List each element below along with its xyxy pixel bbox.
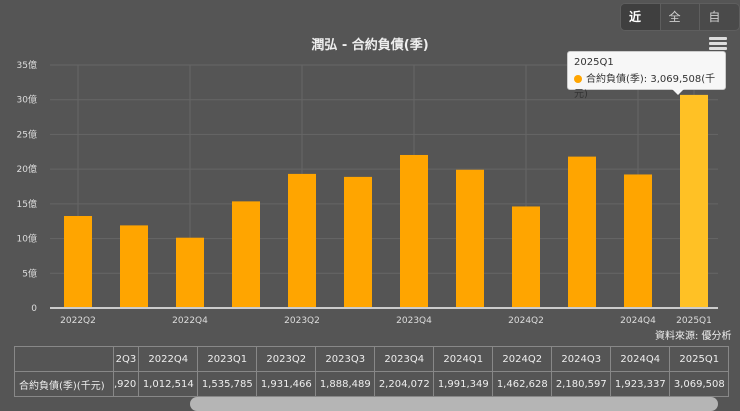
x-tick-label: 2024Q2 (508, 316, 544, 326)
bar-2023Q3 (344, 176, 372, 308)
column-header: 2024Q2 (492, 346, 553, 372)
table-cell: 3,069,508 (669, 371, 730, 397)
range-recent-button[interactable]: 近期 (621, 4, 660, 30)
table-cell: 1,012,514 (138, 371, 199, 397)
table-cell: 1,931,466 (256, 371, 317, 397)
table-header-row: 2Q3 2022Q4 2023Q1 2023Q2 2023Q3 2023Q4 2024Q1 2… (14, 346, 730, 372)
column-header: 2023Q3 (315, 346, 376, 372)
table-cell: ,920 (112, 371, 140, 397)
range-all-button[interactable]: 全部 (659, 4, 700, 30)
bar-2023Q1 (232, 201, 260, 308)
y-tick-label: 35億 (17, 59, 37, 71)
table-cell: 1,991,349 (433, 371, 494, 397)
table-cell: 2,180,597 (551, 371, 612, 397)
column-header: 2024Q1 (433, 346, 494, 372)
y-tick-label: 10億 (17, 233, 37, 245)
y-tick-label: 25億 (17, 128, 37, 140)
column-header: 2025Q1 (669, 346, 730, 372)
column-header: 2024Q3 (551, 346, 612, 372)
chart-title: 潤弘 - 合約負債(季) (311, 38, 429, 53)
table-corner (14, 346, 114, 372)
table-cell: 1,923,337 (610, 371, 671, 397)
bar-2025Q1 (680, 94, 708, 308)
x-tick-label: 2023Q2 (284, 316, 320, 326)
tooltip-title: 2025Q1 (574, 57, 614, 68)
bar-2023Q4 (400, 154, 428, 308)
column-header: 2024Q4 (610, 346, 671, 372)
tooltip-value: 合約負債(季): 3,069,508(千元) (574, 74, 716, 100)
column-header: 2023Q4 (374, 346, 435, 372)
bar-2024Q2 (512, 206, 540, 308)
x-tick-label: 2022Q4 (172, 316, 208, 326)
data-table: 2Q3 2022Q4 2023Q1 2023Q2 2023Q3 2023Q4 2024Q1 2… (14, 346, 730, 397)
bar-2024Q4 (624, 174, 652, 308)
bar-2022Q4 (176, 237, 204, 308)
column-header: 2023Q1 (197, 346, 258, 372)
tooltip: 2025Q1 合約負債(季): 3,069,508(千元) (567, 51, 726, 100)
bar-2023Q2 (288, 173, 316, 308)
bar-2022Q3 (120, 225, 148, 308)
column-header: 2023Q2 (256, 346, 317, 372)
x-tick-label: 2023Q4 (396, 316, 432, 326)
table-row: 合約負債(季)(千元) ,920 1,012,514 1,535,785 1,931,4… (14, 371, 730, 397)
y-tick-label: 30億 (17, 94, 37, 106)
table-cell: 1,535,785 (197, 371, 258, 397)
table-cell: 1,462,628 (492, 371, 553, 397)
range-selector: 近期 全部 自訂 (620, 3, 740, 31)
y-tick-label: 20億 (17, 163, 37, 175)
horizontal-scrollbar[interactable] (190, 397, 718, 411)
column-header: 2022Q4 (138, 346, 199, 372)
table-cell: 1,888,489 (315, 371, 376, 397)
bar-2022Q2 (64, 216, 92, 308)
y-tick-label: 5億 (22, 267, 37, 279)
x-tick-label: 2025Q1 (676, 316, 712, 326)
row-label: 合約負債(季)(千元) (14, 371, 114, 397)
x-tick-label: 2022Q2 (60, 316, 96, 326)
column-header: 2Q3 (112, 346, 140, 372)
bar-2024Q1 (456, 169, 484, 308)
series-dot-icon (574, 75, 582, 83)
table-cell: 2,204,072 (374, 371, 435, 397)
y-tick-label: 15億 (17, 198, 37, 210)
bar-2024Q3 (568, 156, 596, 308)
x-tick-label: 2024Q4 (620, 316, 656, 326)
hamburger-menu-icon[interactable] (709, 37, 727, 53)
y-tick-label: 0 (31, 304, 37, 314)
data-source: 資料來源: 優分析 (655, 331, 732, 342)
range-custom-button[interactable]: 自訂 (699, 4, 739, 30)
bar-chart: 0 5億 10億 15億 20億 25億 30億 35億 2022Q2 2022Q4 2023Q2 2… (17, 59, 718, 326)
